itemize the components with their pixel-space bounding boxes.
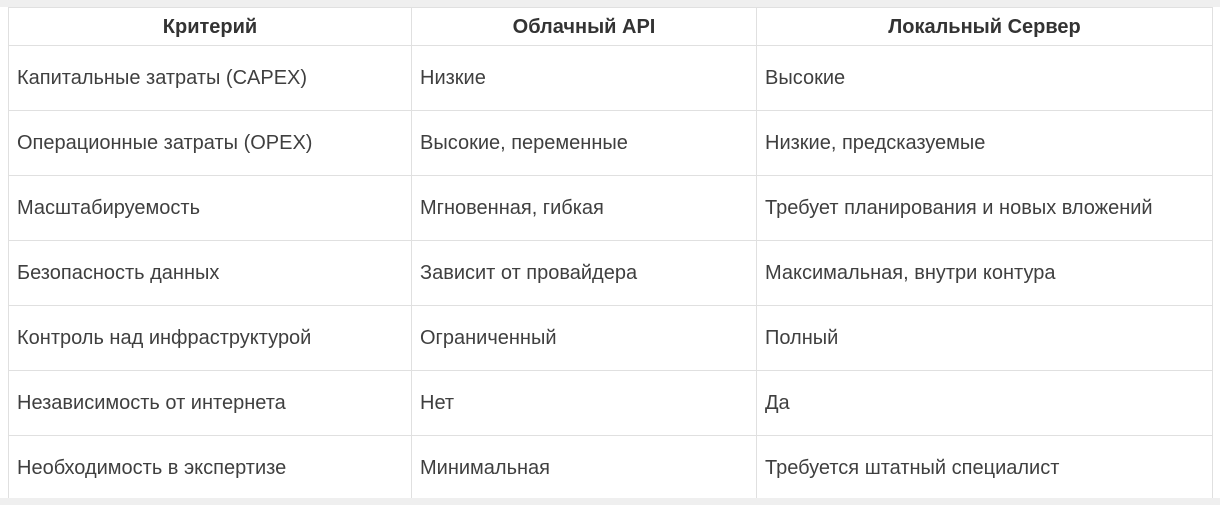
table-row: Необходимость в экспертизе Минимальная Тре… — [8, 435, 1213, 501]
cell-local_server: Полный — [756, 305, 1213, 371]
bottom-edge-band — [0, 498, 1220, 505]
cell-local_server: Низкие, предсказуемые — [756, 110, 1213, 176]
cell-cloud_api: Ограниченный — [411, 305, 757, 371]
table-row: Масштабируемость Мгновенная, гибкая Требуе… — [8, 175, 1213, 241]
cell-criterion: Контроль над инфраструктурой — [8, 305, 412, 371]
cell-cloud_api: Минимальная — [411, 435, 757, 501]
cell-criterion: Масштабируемость — [8, 175, 412, 241]
cell-criterion: Капитальные затраты (CAPEX) — [8, 45, 412, 111]
comparison-table: Критерий Облачный API Локальный Сервер Кап… — [8, 7, 1213, 501]
table-header-row: Критерий Облачный API Локальный Сервер — [8, 7, 1213, 46]
table-row: Независимость от интернета Нет Да — [8, 370, 1213, 436]
cell-local_server: Да — [756, 370, 1213, 436]
cell-local_server: Высокие — [756, 45, 1213, 111]
table-row: Контроль над инфраструктурой Ограниченный… — [8, 305, 1213, 371]
cell-criterion: Необходимость в экспертизе — [8, 435, 412, 501]
cell-criterion: Безопасность данных — [8, 240, 412, 306]
cell-local_server: Требуется штатный специалист — [756, 435, 1213, 501]
top-edge-band — [0, 0, 1220, 7]
column-header-criterion: Критерий — [8, 7, 412, 46]
table-row: Капитальные затраты (CAPEX) Низкие Высокие — [8, 45, 1213, 111]
table-row: Безопасность данных Зависит от провайдера… — [8, 240, 1213, 306]
cell-local_server: Требует планирования и новых вложений — [756, 175, 1213, 241]
cell-cloud_api: Нет — [411, 370, 757, 436]
cell-local_server: Максимальная, внутри контура — [756, 240, 1213, 306]
cell-criterion: Операционные затраты (OPEX) — [8, 110, 412, 176]
column-header-local_server: Локальный Сервер — [756, 7, 1213, 46]
cell-cloud_api: Высокие, переменные — [411, 110, 757, 176]
cell-criterion: Независимость от интернета — [8, 370, 412, 436]
column-header-cloud_api: Облачный API — [411, 7, 757, 46]
cell-cloud_api: Зависит от провайдера — [411, 240, 757, 306]
cell-cloud_api: Низкие — [411, 45, 757, 111]
cell-cloud_api: Мгновенная, гибкая — [411, 175, 757, 241]
table-row: Операционные затраты (OPEX) Высокие, пере… — [8, 110, 1213, 176]
